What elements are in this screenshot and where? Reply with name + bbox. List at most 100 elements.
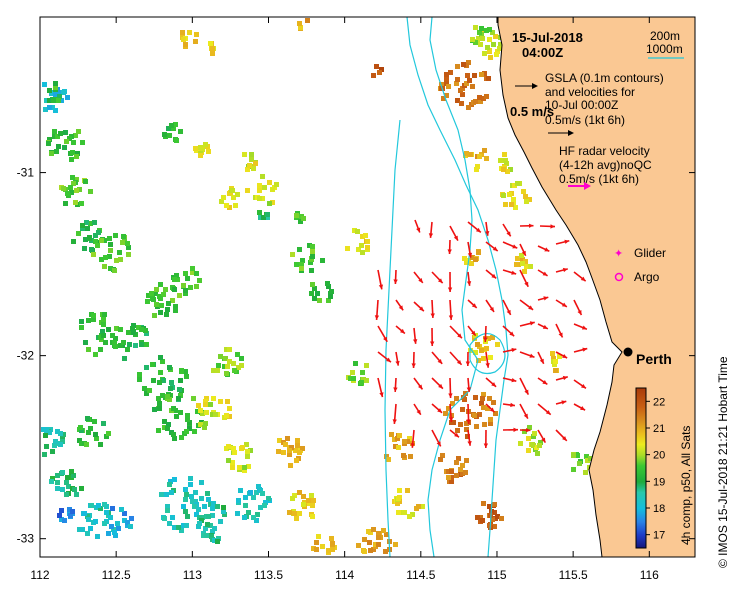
sst-pixel <box>137 377 142 382</box>
sst-pixel <box>84 220 89 225</box>
sst-pixel <box>227 347 232 352</box>
sst-pixel <box>71 140 76 145</box>
sst-pixel <box>493 411 498 416</box>
sst-pixel <box>178 410 183 415</box>
sst-pixel <box>151 378 156 383</box>
sst-pixel <box>475 515 480 520</box>
sst-pixel <box>115 521 120 526</box>
sst-pixel <box>65 191 70 196</box>
sst-pixel <box>168 386 173 391</box>
sst-pixel <box>159 492 164 497</box>
hf-arrowhead <box>542 271 548 276</box>
sst-pixel <box>258 215 263 220</box>
sst-pixel <box>185 514 190 519</box>
sst-pixel <box>184 429 189 434</box>
sst-pixel <box>295 438 300 443</box>
sst-pixel <box>477 412 482 417</box>
colorbar-band <box>636 484 646 486</box>
sst-pixel <box>267 201 272 206</box>
hf-line1: HF radar velocity <box>559 144 650 158</box>
sst-pixel <box>151 297 156 302</box>
sst-pixel <box>44 427 49 432</box>
colorbar-band <box>636 472 646 474</box>
sst-pixel <box>444 72 449 77</box>
sst-pixel <box>144 331 149 336</box>
sst-pixel <box>47 137 52 142</box>
sst-pixel <box>158 282 163 287</box>
sst-pixel <box>480 36 485 41</box>
sst-pixel <box>169 490 174 495</box>
sst-pixel <box>458 467 463 472</box>
hf-arrowhead <box>561 400 567 405</box>
gsla-arrowhead-icon <box>532 83 538 89</box>
colorbar-band <box>636 449 646 451</box>
colorbar-band <box>636 453 646 455</box>
colorbar-band <box>636 400 646 402</box>
sst-pixel <box>454 81 459 86</box>
hf-arrowhead <box>562 353 568 358</box>
sst-pixel <box>65 95 70 100</box>
y-tick-label: -33 <box>17 532 35 546</box>
colorbar-band <box>636 414 646 416</box>
gsla-line3: 10-Jul 00:00Z <box>545 98 618 112</box>
sst-pixel <box>78 425 83 430</box>
sst-pixel <box>224 203 229 208</box>
sst-pixel <box>294 516 299 521</box>
perth-label: Perth <box>636 351 672 367</box>
legend-argo: Argo <box>634 270 660 284</box>
colorbar-band <box>636 480 646 482</box>
sst-pixel <box>289 445 294 450</box>
colorbar-band <box>636 440 646 442</box>
hf-arrowhead <box>395 360 400 366</box>
sst-pixel <box>108 242 113 247</box>
sst-pixel <box>402 439 407 444</box>
sst-pixel <box>131 330 136 335</box>
sst-pixel <box>475 164 480 169</box>
sst-pixel <box>392 437 397 442</box>
colorbar-band <box>636 399 646 401</box>
hf-arrowhead <box>529 353 535 358</box>
colorbar-band <box>636 391 646 393</box>
sst-pixel <box>79 486 84 491</box>
colorbar-band <box>636 413 646 415</box>
sst-pixel <box>230 460 235 465</box>
hf-arrowhead <box>581 325 587 330</box>
sst-pixel <box>393 542 398 547</box>
glider-star-icon: ✦ <box>614 248 623 260</box>
sst-pixel <box>76 231 81 236</box>
sst-pixel <box>470 84 475 89</box>
sst-pixel <box>276 449 281 454</box>
sst-pixel <box>274 182 279 187</box>
sst-pixel <box>473 257 478 262</box>
sst-pixel <box>80 226 85 231</box>
sst-pixel <box>309 268 314 273</box>
sst-pixel <box>293 448 298 453</box>
sst-pixel <box>92 220 97 225</box>
sst-pixel <box>98 335 103 340</box>
colorbar-band <box>636 401 646 403</box>
sst-pixel <box>484 156 489 161</box>
sst-pixel <box>144 342 149 347</box>
sst-pixel <box>219 199 224 204</box>
hf-arrowhead <box>466 281 472 286</box>
hf-arrowhead <box>483 443 489 448</box>
sst-pixel <box>142 386 147 391</box>
sst-pixel <box>171 406 176 411</box>
sst-pixel <box>92 419 97 424</box>
sst-pixel <box>247 163 252 168</box>
sst-pixel <box>301 502 306 507</box>
sst-pixel <box>482 51 487 56</box>
sst-pixel <box>535 451 540 456</box>
colorbar-band <box>636 404 646 406</box>
sst-pixel <box>183 497 188 502</box>
sst-pixel <box>526 436 531 441</box>
sst-pixel <box>329 289 334 294</box>
sst-pixel <box>353 361 358 366</box>
sst-pixel <box>209 534 214 539</box>
hf-speed-label: 0.5m/s (1kt 6h) <box>559 172 639 186</box>
sst-pixel <box>129 516 134 521</box>
sst-pixel <box>185 276 190 281</box>
colorbar-band <box>636 496 646 498</box>
hf-arrowhead <box>437 358 443 364</box>
hf-arrowhead <box>447 287 453 292</box>
